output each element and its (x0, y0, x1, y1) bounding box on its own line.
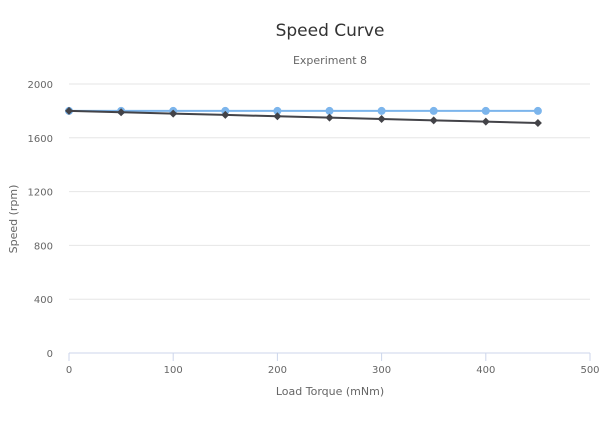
x-axis (68, 352, 591, 361)
data-point[interactable] (533, 106, 542, 115)
x-axis-title: Load Torque (mNm) (276, 385, 384, 398)
data-point[interactable] (481, 106, 490, 115)
x-tick-label: 300 (372, 365, 391, 376)
y-tick-label: 1600 (28, 134, 53, 145)
x-tick-label: 400 (476, 365, 495, 376)
series-1 (65, 106, 542, 115)
data-point[interactable] (481, 117, 490, 126)
data-point[interactable] (65, 106, 73, 115)
data-point[interactable] (273, 106, 282, 115)
chart-title: Speed Curve (276, 21, 385, 41)
y-tick-label: 400 (34, 295, 53, 306)
data-point[interactable] (533, 119, 542, 128)
y-tick-label: 800 (34, 241, 53, 252)
chart-subtitle: Experiment 8 (293, 54, 367, 67)
data-point[interactable] (377, 106, 386, 115)
data-point[interactable] (325, 106, 334, 115)
series-layer (65, 106, 542, 128)
data-point[interactable] (429, 116, 438, 125)
data-point[interactable] (273, 112, 282, 121)
data-point[interactable] (325, 113, 334, 122)
data-point[interactable] (377, 114, 386, 123)
x-axis-tick-labels: 0 100 200 300 400 500 (66, 365, 600, 376)
grid-lines (69, 83, 590, 300)
data-point[interactable] (221, 106, 230, 115)
y-tick-label: 1200 (28, 188, 53, 199)
x-tick-label: 0 (66, 365, 72, 376)
x-tick-label: 500 (580, 365, 599, 376)
series-2-line (68, 109, 539, 125)
x-tick-label: 200 (268, 365, 287, 376)
y-tick-label: 2000 (28, 80, 53, 91)
data-point[interactable] (117, 108, 126, 117)
series-2 (65, 106, 542, 128)
y-axis-title: Speed (rpm) (7, 185, 20, 254)
y-axis-tick-labels: 0 400 800 1200 1600 2000 (28, 80, 53, 360)
data-point[interactable] (169, 109, 178, 118)
data-point[interactable] (221, 110, 230, 119)
y-tick-label: 0 (47, 349, 53, 360)
data-point[interactable] (429, 106, 438, 115)
x-tick-label: 100 (164, 365, 183, 376)
